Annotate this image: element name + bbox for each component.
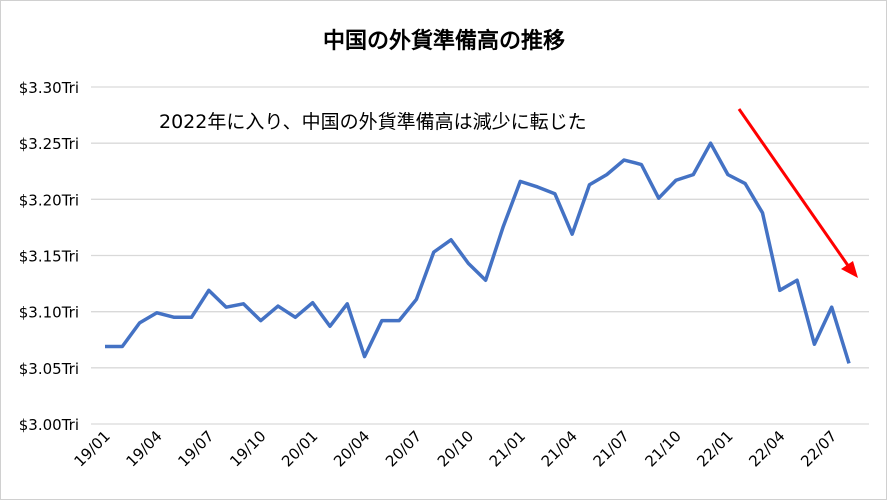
x-tick-label: 20/07 [382,427,425,470]
x-tick-label: 20/10 [434,427,477,470]
x-tick-label: 19/04 [122,427,165,470]
x-tick-label: 22/07 [797,427,840,470]
y-tick-label: $3.05Tri [19,360,79,378]
y-tick-label: $3.20Tri [19,191,79,209]
y-tick-label: $3.00Tri [19,416,79,434]
x-tick-label: 21/07 [590,427,633,470]
x-tick-label: 20/04 [330,427,373,470]
y-tick-label: $3.30Tri [19,79,79,97]
chart-annotation: 2022年に入り、中国の外貨準備高は減少に転じた [159,111,587,133]
x-tick-label: 21/01 [486,427,529,470]
y-tick-label: $3.10Tri [19,304,79,322]
x-tick-label: 22/01 [693,427,736,470]
x-tick-label: 19/10 [226,427,269,470]
x-tick-label: 22/04 [745,427,788,470]
x-tick-label: 21/04 [538,427,581,470]
series-line [105,141,851,364]
x-tick-label: 21/10 [642,427,685,470]
trend-arrow [737,108,858,278]
y-tick-label: $3.25Tri [19,135,79,153]
chart-title: 中国の外貨準備高の推移 [323,28,565,54]
x-tick-label: 20/01 [278,427,321,470]
y-tick-label: $3.15Tri [19,248,79,266]
x-tick-label: 19/07 [174,427,217,470]
